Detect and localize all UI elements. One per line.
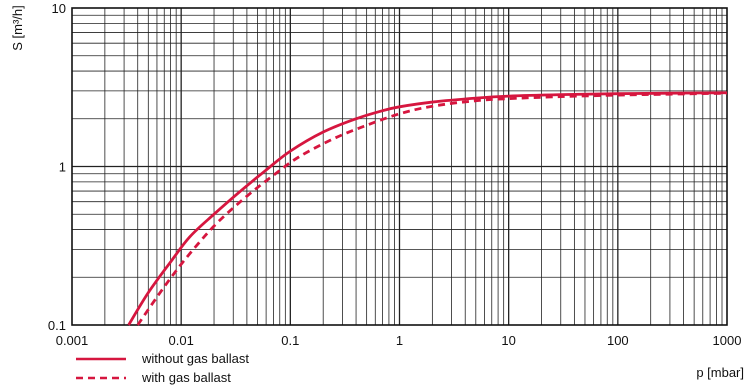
series-group <box>127 91 728 326</box>
legend-label-without-gas-ballast: without gas ballast <box>141 351 249 366</box>
x-tick-label: 0.1 <box>281 333 299 348</box>
y-axis-label: S [m³/h] <box>10 5 25 51</box>
series-line-with-gas-ballast <box>136 91 728 326</box>
y-tick-label: 0.1 <box>48 318 66 333</box>
x-tick-label: 1000 <box>713 333 742 348</box>
series-line-without-gas-ballast <box>127 91 728 326</box>
x-tick-label: 100 <box>607 333 629 348</box>
x-tick-label: 0.001 <box>56 333 89 348</box>
x-tick-label: 0.01 <box>169 333 194 348</box>
grid <box>72 8 727 325</box>
legend: without gas ballast with gas ballast <box>76 351 249 385</box>
plot-frame <box>71 7 728 326</box>
x-axis-label: p [mbar] <box>696 365 744 380</box>
legend-label-with-gas-ballast: with gas ballast <box>141 370 231 385</box>
x-tick-label: 10 <box>501 333 515 348</box>
y-tick-label: 10 <box>52 1 66 16</box>
x-tick-label: 1 <box>396 333 403 348</box>
tick-labels: 0.001 0.01 0.1 1 10 100 1000 0.1 1 10 <box>48 1 742 348</box>
y-tick-label: 1 <box>59 160 66 175</box>
